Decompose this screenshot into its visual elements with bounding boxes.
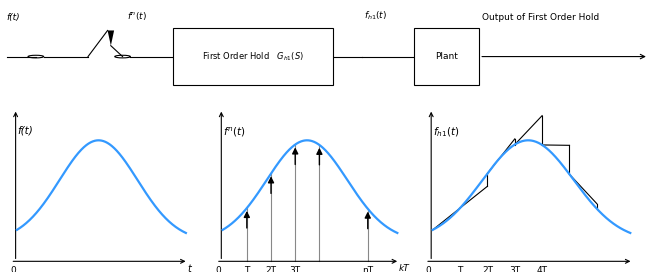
Text: $f^n(t)$: $f^n(t)$	[127, 10, 147, 22]
Text: 4T: 4T	[537, 266, 548, 272]
Text: f(t): f(t)	[7, 13, 20, 22]
FancyBboxPatch shape	[173, 28, 333, 85]
Text: T: T	[457, 266, 463, 272]
Text: 3T: 3T	[289, 266, 301, 272]
Text: First Order Hold   $G_{h1}(S)$: First Order Hold $G_{h1}(S)$	[201, 50, 304, 63]
Text: f(t): f(t)	[17, 125, 33, 135]
Text: Output of First Order Hold: Output of First Order Hold	[482, 13, 600, 22]
Text: $f_{h1}(t)$: $f_{h1}(t)$	[364, 9, 387, 22]
Text: kT: kT	[398, 264, 409, 272]
Text: $f_{h1}(t)$: $f_{h1}(t)$	[433, 125, 459, 139]
Text: 2T: 2T	[265, 266, 276, 272]
Text: 0: 0	[10, 266, 16, 272]
Text: $f^n(t)$: $f^n(t)$	[222, 125, 245, 139]
Text: t: t	[187, 264, 191, 272]
Text: 3T: 3T	[509, 266, 520, 272]
Text: 2T: 2T	[482, 266, 493, 272]
FancyBboxPatch shape	[414, 28, 479, 85]
Polygon shape	[108, 30, 114, 46]
Text: 0: 0	[216, 266, 222, 272]
Text: T: T	[244, 266, 250, 272]
Text: nT: nT	[363, 266, 374, 272]
Text: Plant: Plant	[435, 52, 458, 61]
Text: 0: 0	[425, 266, 431, 272]
